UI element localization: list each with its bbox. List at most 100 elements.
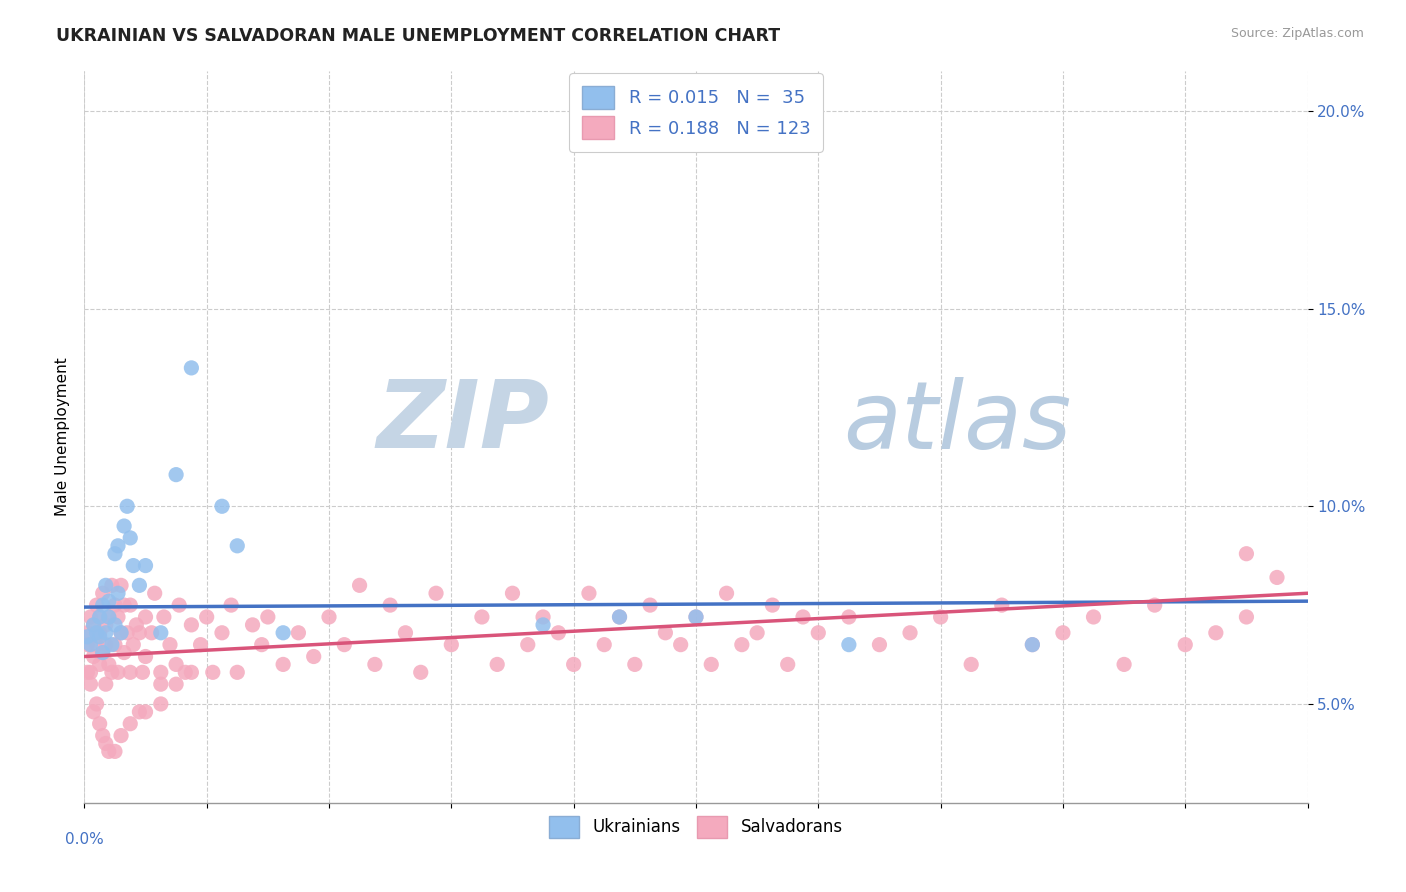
Point <box>1236 610 1258 624</box>
Point <box>531 618 554 632</box>
Point <box>110 625 132 640</box>
Point <box>120 598 142 612</box>
Point <box>94 677 117 691</box>
Point <box>669 638 692 652</box>
Point <box>271 625 294 640</box>
Point <box>83 649 105 664</box>
Point <box>333 638 356 652</box>
Point <box>94 618 117 632</box>
Point <box>869 638 891 652</box>
Point <box>94 638 117 652</box>
Point <box>201 665 224 680</box>
Point <box>91 729 114 743</box>
Point <box>838 638 860 652</box>
Point <box>991 598 1014 612</box>
Point <box>128 705 150 719</box>
Point <box>578 586 600 600</box>
Point <box>1205 625 1227 640</box>
Point <box>929 610 952 624</box>
Point <box>1052 625 1074 640</box>
Point <box>97 610 120 624</box>
Point <box>97 610 120 624</box>
Point <box>190 638 212 652</box>
Point <box>110 729 132 743</box>
Point <box>425 586 447 600</box>
Point <box>211 625 233 640</box>
Point <box>131 665 153 680</box>
Point <box>128 578 150 592</box>
Point <box>165 657 187 672</box>
Point <box>83 618 105 632</box>
Point <box>76 665 98 680</box>
Point <box>97 744 120 758</box>
Point <box>609 610 631 624</box>
Point <box>128 625 150 640</box>
Point <box>685 610 707 624</box>
Text: ZIP: ZIP <box>377 376 550 468</box>
Point <box>747 625 769 640</box>
Point <box>898 625 921 640</box>
Point <box>86 625 108 640</box>
Point <box>226 665 249 680</box>
Point <box>135 705 157 719</box>
Point <box>89 630 111 644</box>
Point <box>1021 638 1043 652</box>
Point <box>349 578 371 592</box>
Point <box>79 665 101 680</box>
Point <box>153 610 176 624</box>
Point <box>120 665 142 680</box>
Point <box>516 638 538 652</box>
Point <box>107 610 129 624</box>
Point <box>638 598 661 612</box>
Point <box>125 618 148 632</box>
Point <box>180 618 202 632</box>
Point <box>700 657 723 672</box>
Point <box>1083 610 1105 624</box>
Point <box>94 737 117 751</box>
Point <box>364 657 387 672</box>
Point <box>120 531 142 545</box>
Point <box>960 657 983 672</box>
Point <box>318 610 340 624</box>
Point <box>531 610 554 624</box>
Point <box>271 657 294 672</box>
Point <box>76 625 98 640</box>
Point <box>685 610 707 624</box>
Point <box>89 716 111 731</box>
Point <box>149 625 172 640</box>
Point <box>101 578 124 592</box>
Point <box>287 625 309 640</box>
Point <box>104 618 127 632</box>
Point <box>110 625 132 640</box>
Point <box>1114 657 1136 672</box>
Point <box>807 625 830 640</box>
Point <box>180 665 202 680</box>
Point <box>167 598 190 612</box>
Point <box>609 610 631 624</box>
Point <box>471 610 494 624</box>
Point <box>547 625 569 640</box>
Y-axis label: Male Unemployment: Male Unemployment <box>55 358 70 516</box>
Point <box>486 657 509 672</box>
Point <box>115 500 138 514</box>
Point <box>91 646 114 660</box>
Point <box>91 598 114 612</box>
Point <box>226 539 249 553</box>
Point <box>624 657 647 672</box>
Point <box>1021 638 1043 652</box>
Point <box>143 586 166 600</box>
Point <box>141 625 163 640</box>
Point <box>89 625 111 640</box>
Point <box>101 665 124 680</box>
Point <box>112 598 135 612</box>
Point <box>562 657 585 672</box>
Point <box>107 665 129 680</box>
Point <box>97 657 120 672</box>
Point <box>107 586 129 600</box>
Point <box>174 665 197 680</box>
Point <box>89 610 111 624</box>
Point <box>112 646 135 660</box>
Point <box>110 578 132 592</box>
Point <box>1174 638 1197 652</box>
Point <box>101 638 124 652</box>
